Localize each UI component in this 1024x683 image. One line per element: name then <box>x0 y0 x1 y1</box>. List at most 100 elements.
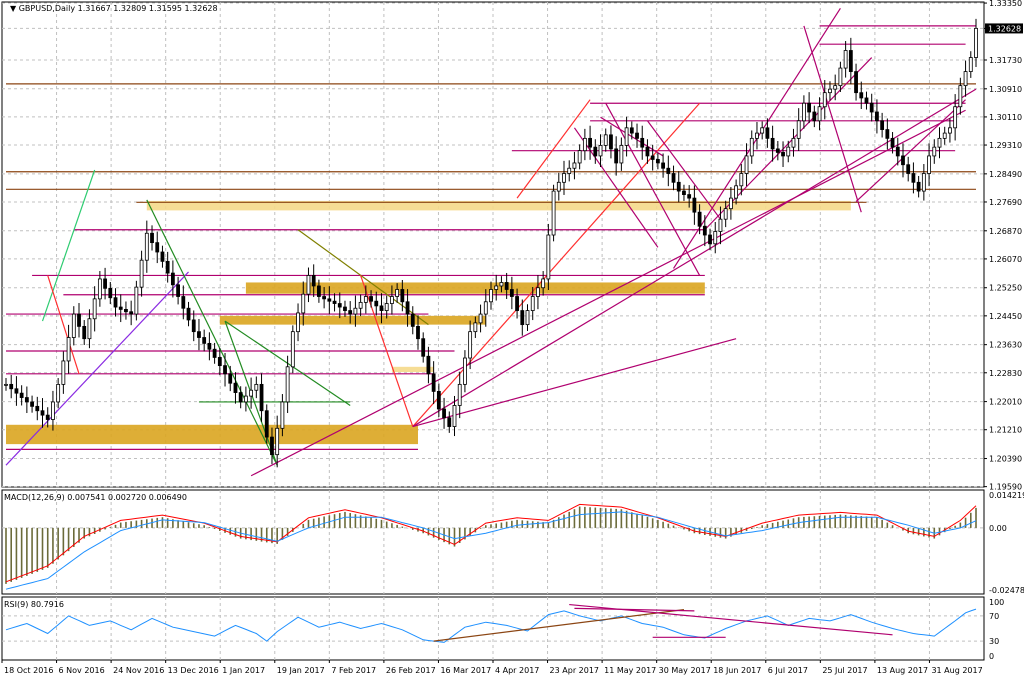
candle-body <box>645 146 650 157</box>
candle-body <box>833 85 838 90</box>
trend-red-small[interactable] <box>47 275 80 375</box>
candle-body <box>40 410 45 416</box>
candle-body <box>916 181 921 192</box>
rsi-trend-magenta-2[interactable] <box>574 607 695 612</box>
candle-body <box>713 231 718 245</box>
candle-body <box>525 310 530 326</box>
candle-body <box>71 313 76 338</box>
candle-body <box>791 137 796 148</box>
trend-magenta-up-3[interactable] <box>855 99 966 203</box>
candle-body <box>671 173 676 183</box>
candle-body <box>280 401 285 429</box>
trend-lightgreen-up[interactable] <box>41 169 96 322</box>
candle-body <box>24 397 29 403</box>
date-tick-label: 13 Aug 2017 <box>877 666 928 675</box>
candle-body <box>702 225 707 236</box>
rsi-trend-brown[interactable] <box>433 609 685 642</box>
candle-body <box>948 127 952 134</box>
trend-magenta-down-2[interactable] <box>573 127 659 248</box>
price-panel[interactable]: ▼ GBPUSD,Daily 1.31667 1.32809 1.31595 1… <box>1 0 1023 492</box>
candle-body <box>379 305 384 311</box>
candle-body <box>337 303 342 308</box>
macd-tick-label: 0.014219 <box>989 491 1024 500</box>
candle-body <box>875 111 879 122</box>
trend-purple-up[interactable] <box>5 271 189 466</box>
candle-body <box>436 391 441 410</box>
candle-body <box>859 92 864 99</box>
candle-body <box>56 383 61 403</box>
candle-body <box>374 300 379 307</box>
zone-gold-mid[interactable] <box>245 282 705 294</box>
candle-body <box>233 382 238 393</box>
candle-body <box>264 410 269 438</box>
macd-panel[interactable]: MACD(12,26,9) 0.007541 0.002720 0.006490… <box>1 489 1024 595</box>
candle-body <box>697 211 702 227</box>
candle-body <box>906 164 911 174</box>
candle-body <box>447 417 452 427</box>
candle-body <box>676 181 681 192</box>
candle-body <box>197 331 201 338</box>
time-axis: 18 Oct 2016 6 Nov 2016 24 Nov 2016 13 Dec 2… <box>1 660 983 675</box>
candle-body <box>223 365 227 375</box>
candle-body <box>530 296 535 311</box>
candle-body <box>478 313 483 324</box>
candle-body <box>103 278 107 289</box>
trend-green-down-1[interactable] <box>146 199 278 466</box>
zone-yellow-small[interactable] <box>391 366 434 373</box>
candle-body <box>51 401 55 420</box>
candle-body <box>796 120 801 139</box>
macd-red-line <box>5 503 977 583</box>
candle-body <box>92 298 97 320</box>
candle-body <box>749 137 754 157</box>
candle-body <box>661 162 665 169</box>
candle-body <box>708 234 712 245</box>
candle-body <box>384 303 389 311</box>
candle-body <box>202 337 207 344</box>
date-tick-label: 6 Nov 2016 <box>59 666 105 675</box>
trend-magenta-down-1[interactable] <box>605 102 701 276</box>
candle-body <box>129 311 134 315</box>
candle-body <box>614 148 619 164</box>
trend-red-channel[interactable] <box>516 99 591 199</box>
candles <box>4 18 978 468</box>
candle-body <box>82 325 87 340</box>
candle-body <box>191 319 196 333</box>
candle-body <box>812 111 817 122</box>
trend-magenta-fan-high[interactable] <box>412 88 977 428</box>
zone-gold-bottom[interactable] <box>6 424 418 445</box>
candle-body <box>410 313 415 327</box>
candle-body <box>755 132 759 139</box>
candle-body <box>160 251 165 262</box>
candle-body <box>124 309 128 313</box>
candle-body <box>515 296 519 311</box>
candle-body <box>974 27 978 58</box>
zone-gold-left[interactable] <box>219 315 486 325</box>
candle-body <box>489 289 493 303</box>
candle-body <box>118 306 123 310</box>
candle-body <box>35 405 40 412</box>
candle-body <box>155 242 160 253</box>
trend-magenta-down-4[interactable] <box>803 25 862 213</box>
date-tick-label: 30 May 2017 <box>659 666 711 675</box>
candle-body <box>562 173 566 183</box>
price-tick-label: 1.29310 <box>989 141 1022 150</box>
trend-magenta-long[interactable] <box>250 109 966 477</box>
candle-body <box>718 218 723 232</box>
zone-yellow-upper[interactable] <box>146 200 851 211</box>
candle-body <box>760 127 765 134</box>
candle-body <box>968 57 973 72</box>
candle-body <box>139 259 144 288</box>
trend-magenta-down-3[interactable] <box>646 120 721 220</box>
candle-body <box>687 194 692 199</box>
candle-body <box>30 401 34 407</box>
price-tick-label: 1.30910 <box>989 85 1022 94</box>
candle-body <box>238 392 243 403</box>
price-tick-label: 1.26070 <box>989 255 1022 264</box>
rsi-panel[interactable]: RSI(9) 80.7916 100 70 30 0 <box>1 596 1004 661</box>
candle-body <box>655 159 660 164</box>
trend-magenta-fan-low[interactable] <box>412 338 737 428</box>
candle-body <box>629 127 634 134</box>
macd-tick-label: 0.00 <box>989 524 1007 533</box>
candle-body <box>953 106 958 129</box>
